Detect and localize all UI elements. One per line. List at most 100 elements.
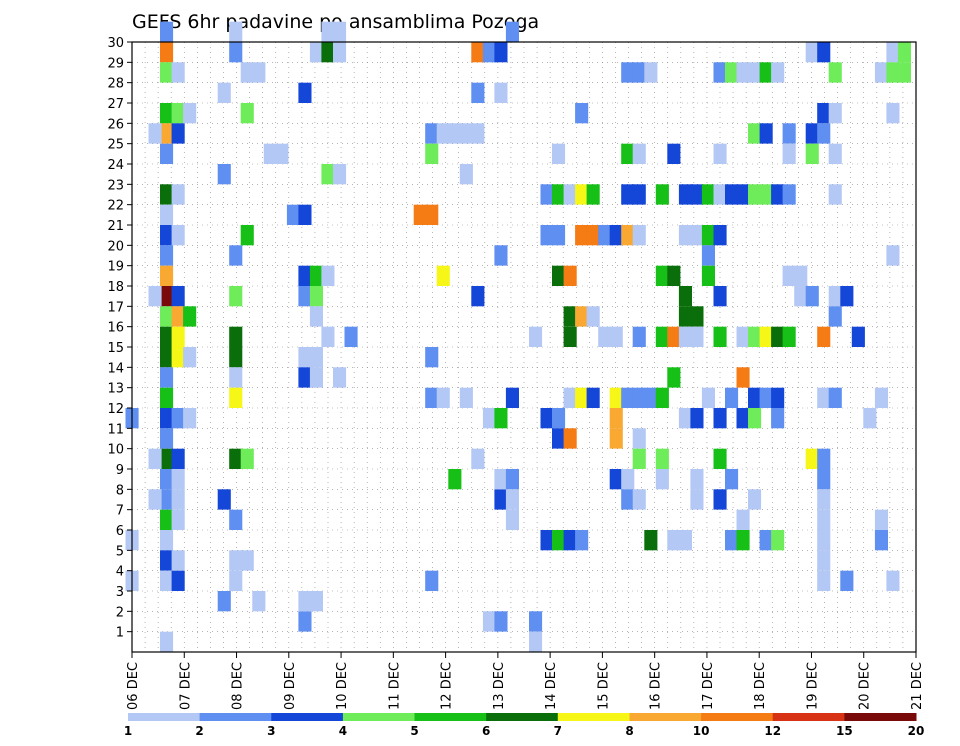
y-tick-label: 17	[107, 300, 124, 315]
heatmap-cell	[817, 103, 831, 124]
colorbar-label: 3	[267, 724, 275, 738]
heatmap-cell	[505, 469, 519, 490]
colorbar-label: 10	[693, 724, 710, 738]
heatmap-cell	[160, 225, 174, 246]
heatmap-cell	[725, 387, 739, 408]
x-tick-label: 16 DEC	[649, 662, 664, 710]
x-tick-label: 17 DEC	[701, 662, 716, 710]
heatmap-cell	[333, 367, 347, 388]
heatmap-cell	[529, 611, 543, 632]
heatmap-cell	[552, 265, 566, 286]
colorbar-segment	[199, 713, 272, 721]
heatmap-cell	[713, 448, 727, 469]
heatmap-cell	[782, 265, 796, 286]
heatmap-cell	[552, 143, 566, 164]
heatmap-cell	[148, 286, 162, 307]
heatmap-cell	[298, 265, 312, 286]
heatmap-cell	[160, 428, 174, 449]
heatmap-cell	[436, 387, 450, 408]
heatmap-cell	[805, 286, 819, 307]
heatmap-cell	[678, 326, 692, 347]
heatmap-cell	[540, 184, 554, 205]
heatmap-cell	[160, 123, 174, 144]
heatmap-cell	[736, 62, 750, 83]
heatmap-cell	[505, 509, 519, 530]
heatmap-cell	[160, 469, 174, 490]
heatmap-cell	[171, 225, 185, 246]
heatmap-cell	[690, 469, 704, 490]
heatmap-cell	[655, 326, 669, 347]
heatmap-cell	[298, 204, 312, 225]
heatmap-cell	[160, 448, 174, 469]
heatmap-cell	[229, 21, 243, 42]
colorbar-segment	[128, 713, 201, 721]
heatmap-cell	[805, 123, 819, 144]
heatmap-cell	[874, 387, 888, 408]
heatmap-cell	[655, 448, 669, 469]
heatmap-cell	[425, 143, 439, 164]
heatmap-cell	[333, 164, 347, 185]
heatmap-cell	[609, 469, 623, 490]
heatmap-cell	[886, 570, 900, 591]
heatmap-cell	[678, 184, 692, 205]
heatmap-cell	[736, 367, 750, 388]
heatmap-cell	[171, 184, 185, 205]
heatmap-cell	[183, 103, 197, 124]
heatmap-cell	[874, 62, 888, 83]
heatmap-cell	[886, 103, 900, 124]
heatmap-cell	[160, 631, 174, 652]
heatmap-cell	[609, 225, 623, 246]
heatmap-cell	[171, 103, 185, 124]
heatmap-cell	[713, 408, 727, 429]
heatmap-cell	[229, 286, 243, 307]
heatmap-cell	[425, 347, 439, 368]
heatmap-cell	[471, 123, 485, 144]
colorbar-label: 1	[124, 724, 132, 738]
x-tick-label: 06 DEC	[126, 662, 141, 710]
heatmap-cell	[759, 184, 773, 205]
heatmap-cell	[321, 265, 335, 286]
heatmap-cell	[160, 550, 174, 571]
y-tick-label: 20	[107, 239, 124, 254]
heatmap-cell	[771, 408, 785, 429]
heatmap-cell	[229, 42, 243, 63]
heatmap-cell	[413, 204, 427, 225]
y-tick-label: 18	[107, 280, 124, 295]
heatmap-cell	[805, 448, 819, 469]
colorbar-segment	[629, 713, 702, 721]
heatmap-cell	[298, 611, 312, 632]
heatmap-cell	[817, 509, 831, 530]
y-axis: 1234567891011121314151617181920212223242…	[107, 36, 132, 641]
heatmap-cell	[782, 326, 796, 347]
heatmap-cell	[621, 387, 635, 408]
heatmap-cell	[632, 143, 646, 164]
heatmap-cell	[621, 62, 635, 83]
heatmap-cell	[748, 408, 762, 429]
y-tick-label: 15	[107, 341, 124, 356]
heatmap-cell	[759, 387, 773, 408]
colorbar-segment	[342, 713, 415, 721]
heatmap-cell	[563, 184, 577, 205]
heatmap-cell	[621, 469, 635, 490]
colorbar-segment	[772, 713, 845, 721]
heatmap-cell	[690, 184, 704, 205]
heatmap-cell	[678, 286, 692, 307]
colorbar-label: 15	[836, 724, 853, 738]
heatmap-cell	[817, 469, 831, 490]
heatmap-cell	[678, 225, 692, 246]
heatmap-cell	[725, 184, 739, 205]
heatmap-cell	[160, 245, 174, 266]
heatmap-cell	[321, 326, 335, 347]
x-tick-label: 10 DEC	[335, 662, 350, 710]
heatmap-cell	[229, 326, 243, 347]
heatmap-cell	[598, 225, 612, 246]
colorbar-label: 4	[339, 724, 347, 738]
heatmap-cell	[160, 184, 174, 205]
heatmap-cell	[678, 408, 692, 429]
heatmap-cell	[160, 347, 174, 368]
heatmap-cell	[275, 143, 289, 164]
heatmap-cell	[897, 42, 911, 63]
y-tick-label: 26	[107, 117, 124, 132]
heatmap-cell	[229, 245, 243, 266]
